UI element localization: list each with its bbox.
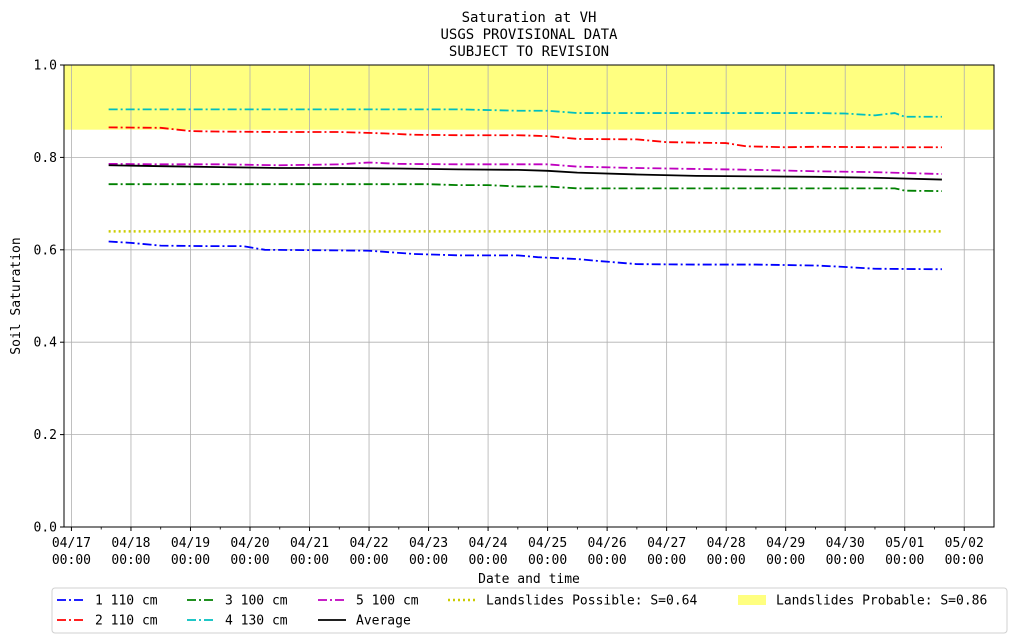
x-tick-label-date: 04/19: [171, 536, 210, 551]
y-axis-label: Soil Saturation: [9, 237, 24, 354]
x-tick-label-date: 04/25: [528, 536, 567, 551]
legend-item-landslides-probable-s-0-86: Landslides Probable: S=0.86: [738, 594, 987, 609]
x-tick-label-time: 00:00: [945, 553, 984, 568]
y-tick-label: 0.2: [34, 428, 57, 443]
x-tick-label-date: 05/02: [945, 536, 984, 551]
x-tick-label-time: 00:00: [707, 553, 746, 568]
x-tick-label-date: 04/18: [111, 536, 150, 551]
y-axis-ticks: 0.0 0.2 0.4 0.6 0.8 1.0: [34, 59, 64, 536]
legend-item-1-110-cm: 1 110 cm: [57, 594, 158, 609]
legend-item-average: Average: [318, 614, 411, 629]
series-line-5-100-cm: [108, 161, 942, 175]
legend-label: 1 110 cm: [95, 594, 158, 609]
x-tick-label-date: 05/01: [885, 536, 924, 551]
x-tick-label-date: 04/20: [230, 536, 269, 551]
plot-frame: [63, 64, 995, 528]
legend-label: 4 130 cm: [225, 614, 288, 629]
x-tick-label-time: 00:00: [469, 553, 508, 568]
x-tick-label-date: 04/24: [469, 536, 508, 551]
x-tick-label-date: 04/17: [52, 536, 91, 551]
x-tick-label-time: 00:00: [885, 553, 924, 568]
legend-label: 3 100 cm: [225, 594, 288, 609]
x-tick-label-date: 04/28: [707, 536, 746, 551]
x-axis-ticks: 04/17 00:00 04/18 00:00 04/19 00:00 04/20 00:00…: [52, 527, 984, 568]
legend-label: Landslides Probable: S=0.86: [776, 594, 987, 609]
legend-label: 5 100 cm: [356, 594, 419, 609]
x-tick-label-time: 00:00: [349, 553, 388, 568]
landslides-probable-band: [64, 65, 994, 130]
x-tick-label-date: 04/30: [826, 536, 865, 551]
plot-area: [63, 64, 995, 528]
legend-item-3-100-cm: 3 100 cm: [187, 594, 288, 609]
legend-item-4-130-cm: 4 130 cm: [187, 614, 288, 629]
legend-item-5-100-cm: 5 100 cm: [318, 594, 419, 609]
y-tick-label: 0.8: [34, 151, 57, 166]
x-tick-label-date: 04/23: [409, 536, 448, 551]
x-tick-label-time: 00:00: [528, 553, 567, 568]
legend: 1 110 cm 2 110 cm 3 100 cm 4 130 cm 5 100 cm…: [51, 587, 1008, 634]
grid-layer: [64, 64, 994, 528]
y-tick-label: 0.6: [34, 243, 57, 258]
series-line-1-110-cm: [108, 240, 942, 271]
series-layer: [108, 108, 942, 271]
x-tick-label-date: 04/29: [766, 536, 805, 551]
y-tick-label: 1.0: [34, 59, 57, 74]
x-tick-label-time: 00:00: [52, 553, 91, 568]
x-axis-label: Date and time: [478, 572, 580, 587]
x-tick-label-time: 00:00: [647, 553, 686, 568]
x-tick-label-time: 00:00: [826, 553, 865, 568]
legend-item-landslides-possible-s-0-64: Landslides Possible: S=0.64: [448, 594, 697, 609]
x-tick-label-date: 04/26: [588, 536, 627, 551]
legend-label: Landslides Possible: S=0.64: [486, 594, 697, 609]
legend-item-2-110-cm: 2 110 cm: [57, 614, 158, 629]
y-tick-label: 0.4: [34, 336, 58, 351]
legend-label: 2 110 cm: [95, 614, 158, 629]
x-tick-label-time: 00:00: [409, 553, 448, 568]
chart-title-line-1: Saturation at VH: [462, 10, 597, 26]
legend-swatch: [738, 595, 766, 605]
x-tick-label-time: 00:00: [766, 553, 805, 568]
y-tick-label: 0.0: [34, 521, 57, 536]
x-tick-label-time: 00:00: [230, 553, 269, 568]
x-tick-label-time: 00:00: [111, 553, 150, 568]
x-tick-label-time: 00:00: [290, 553, 329, 568]
chart-title-line-3: SUBJECT TO REVISION: [449, 44, 609, 60]
x-tick-label-time: 00:00: [171, 553, 210, 568]
series-line-3-100-cm: [108, 183, 942, 193]
legend-frame: [51, 587, 1008, 634]
series-line-4-130-cm: [108, 108, 942, 118]
chart-title-line-2: USGS PROVISIONAL DATA: [440, 27, 618, 43]
x-tick-label-date: 04/22: [349, 536, 388, 551]
series-line-2-110-cm: [108, 126, 942, 149]
x-tick-label-date: 04/27: [647, 536, 686, 551]
series-line-average: [108, 164, 942, 181]
x-tick-label-date: 04/21: [290, 536, 329, 551]
legend-label: Average: [356, 614, 411, 629]
landslides-probable-band-layer: [64, 65, 994, 130]
x-tick-label-time: 00:00: [588, 553, 627, 568]
